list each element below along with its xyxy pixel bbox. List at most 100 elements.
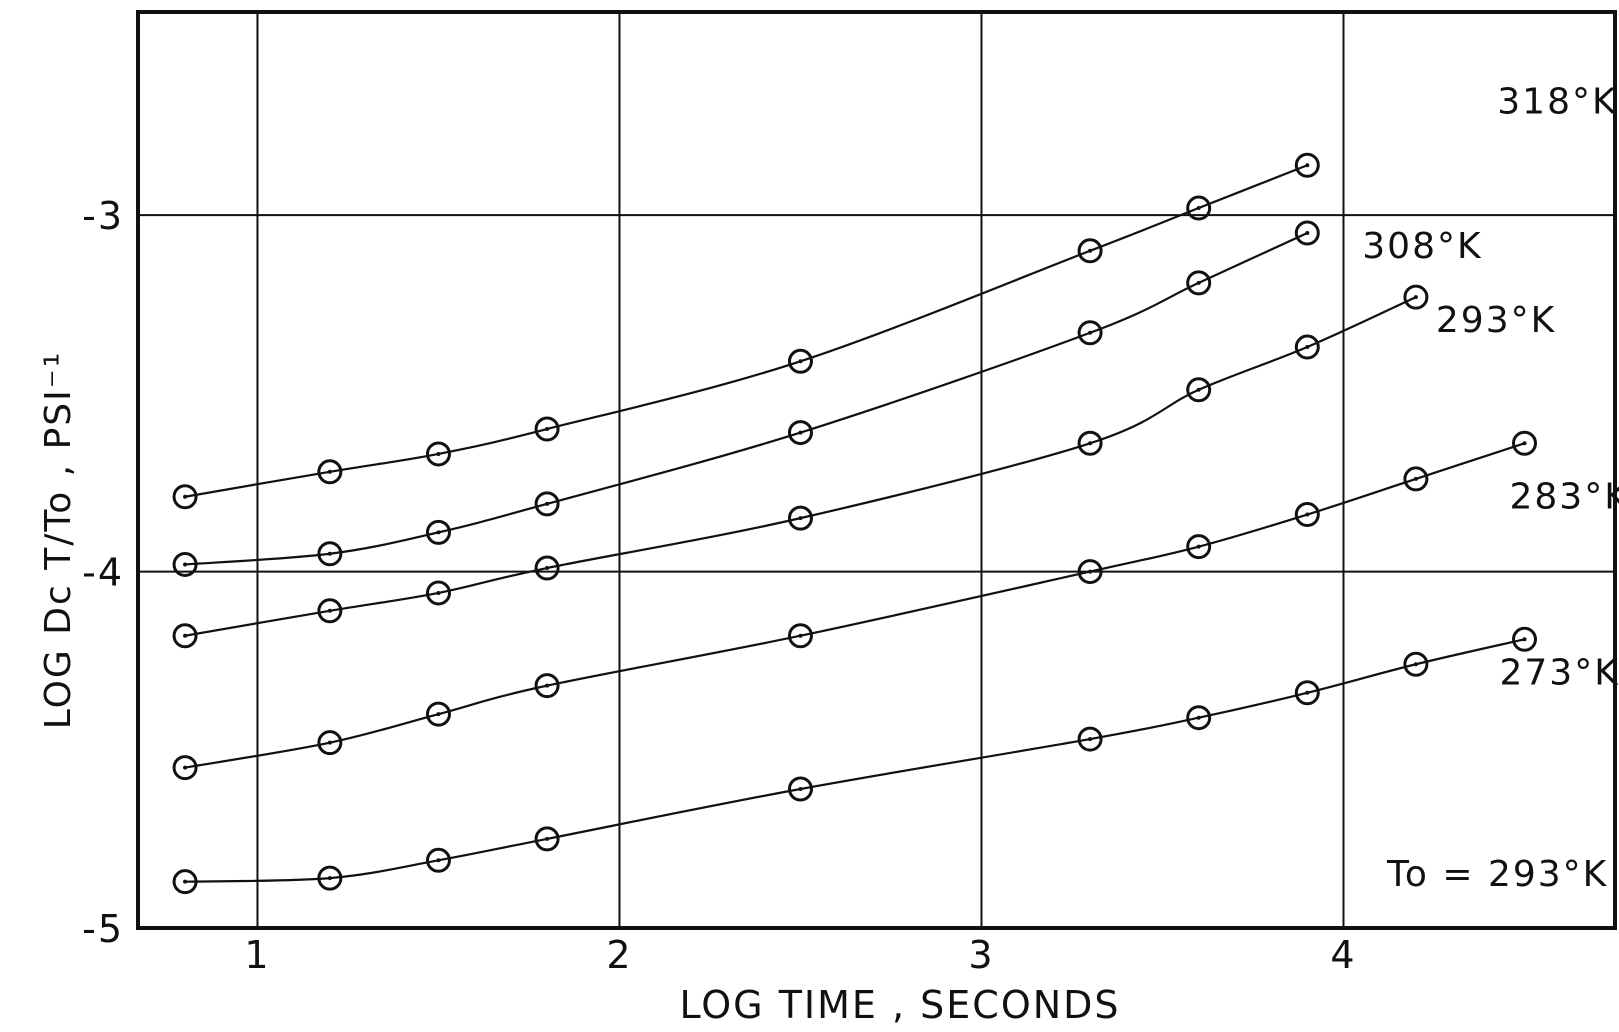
plot-frame <box>136 10 1617 930</box>
data-point <box>172 623 198 649</box>
data-point-center <box>1522 441 1527 446</box>
data-point-center <box>545 683 550 688</box>
data-point-center <box>183 633 188 638</box>
data-point <box>1403 466 1429 492</box>
series-label: 308°K <box>1362 226 1482 267</box>
data-point <box>1294 502 1320 528</box>
series-line <box>184 231 1308 566</box>
grid <box>138 12 1615 928</box>
data-point-center <box>798 516 803 521</box>
y-tick-label: -5 <box>82 907 124 951</box>
data-point <box>1294 220 1320 246</box>
x-tick-label: 3 <box>968 933 994 977</box>
series-line <box>184 164 1308 498</box>
data-point <box>1186 377 1212 403</box>
data-point-center <box>1196 280 1201 285</box>
data-point <box>787 505 813 531</box>
data-point <box>172 551 198 577</box>
data-point <box>1186 270 1212 296</box>
data-point-center <box>1196 206 1201 211</box>
data-point <box>1294 152 1320 178</box>
data-point <box>1077 726 1103 752</box>
data-point-center <box>183 494 188 499</box>
x-tick-label: 1 <box>244 933 270 977</box>
data-point <box>172 869 198 895</box>
data-point-center <box>327 608 332 613</box>
data-point-center <box>436 712 441 717</box>
data-point <box>425 580 451 606</box>
reference-temperature-note: To = 293°K <box>1386 854 1608 895</box>
y-tick-label: -4 <box>82 551 124 595</box>
series-labels: 318°K 308°K 293°K 283°K 273°K <box>1362 81 1619 693</box>
data-point-center <box>436 451 441 456</box>
data-point-center <box>1305 345 1310 350</box>
y-axis-title: LOG Dc T/To , PSI⁻¹ <box>38 351 79 729</box>
data-point <box>534 673 560 699</box>
data-point-center <box>436 590 441 595</box>
data-point-center <box>327 876 332 881</box>
data-point <box>787 776 813 802</box>
data-point-center <box>1305 690 1310 695</box>
data-point <box>1186 534 1212 560</box>
data-point <box>1294 680 1320 706</box>
data-point <box>1294 334 1320 360</box>
data-point <box>425 519 451 545</box>
data-point-center <box>798 633 803 638</box>
data-point <box>1077 430 1103 456</box>
data-point-center <box>183 562 188 567</box>
data-point-center <box>327 469 332 474</box>
data-point-center <box>545 566 550 571</box>
series-line <box>185 638 1525 883</box>
data-point <box>787 623 813 649</box>
data-point-center <box>1088 330 1093 335</box>
data-point-center <box>545 427 550 432</box>
series-label: 293°K <box>1436 300 1556 341</box>
data-point-center <box>183 765 188 770</box>
data-point <box>787 348 813 374</box>
x-axis-title: LOG TIME , SECONDS <box>679 983 1120 1027</box>
data-point-center <box>798 359 803 364</box>
data-point-center <box>1522 637 1527 642</box>
x-tick-label: 4 <box>1330 933 1356 977</box>
data-point-center <box>1088 569 1093 574</box>
data-point-center <box>1305 230 1310 235</box>
series-lines <box>184 164 1525 883</box>
data-point-center <box>1305 512 1310 517</box>
data-point-center <box>1413 476 1418 481</box>
data-point <box>1077 320 1103 346</box>
data-point <box>425 441 451 467</box>
data-point-center <box>798 430 803 435</box>
data-point <box>534 416 560 442</box>
data-point <box>534 555 560 581</box>
y-tick-label: -3 <box>82 194 124 238</box>
data-point-center <box>1196 544 1201 549</box>
series-label: 318°K <box>1497 81 1617 122</box>
data-point <box>317 459 343 485</box>
data-point <box>317 541 343 567</box>
data-point <box>425 847 451 873</box>
data-point <box>1186 705 1212 731</box>
data-point <box>172 484 198 510</box>
y-tick-labels: -3 -4 -5 <box>82 194 124 951</box>
data-point <box>1511 430 1537 456</box>
data-point-center <box>1088 441 1093 446</box>
data-point <box>1186 195 1212 221</box>
data-point-center <box>1088 737 1093 742</box>
data-point <box>787 420 813 446</box>
series-label: 283°K <box>1509 476 1619 517</box>
data-point <box>425 701 451 727</box>
data-points <box>172 152 1537 895</box>
data-point-center <box>1088 248 1093 253</box>
data-point-center <box>798 786 803 791</box>
data-point <box>317 730 343 756</box>
data-point <box>317 865 343 891</box>
x-tick-label: 2 <box>606 933 632 977</box>
data-point <box>317 598 343 624</box>
data-point <box>534 491 560 517</box>
data-point-center <box>183 879 188 884</box>
data-point-center <box>1196 715 1201 720</box>
data-point <box>1403 284 1429 310</box>
data-point <box>534 826 560 852</box>
data-point-center <box>327 551 332 556</box>
